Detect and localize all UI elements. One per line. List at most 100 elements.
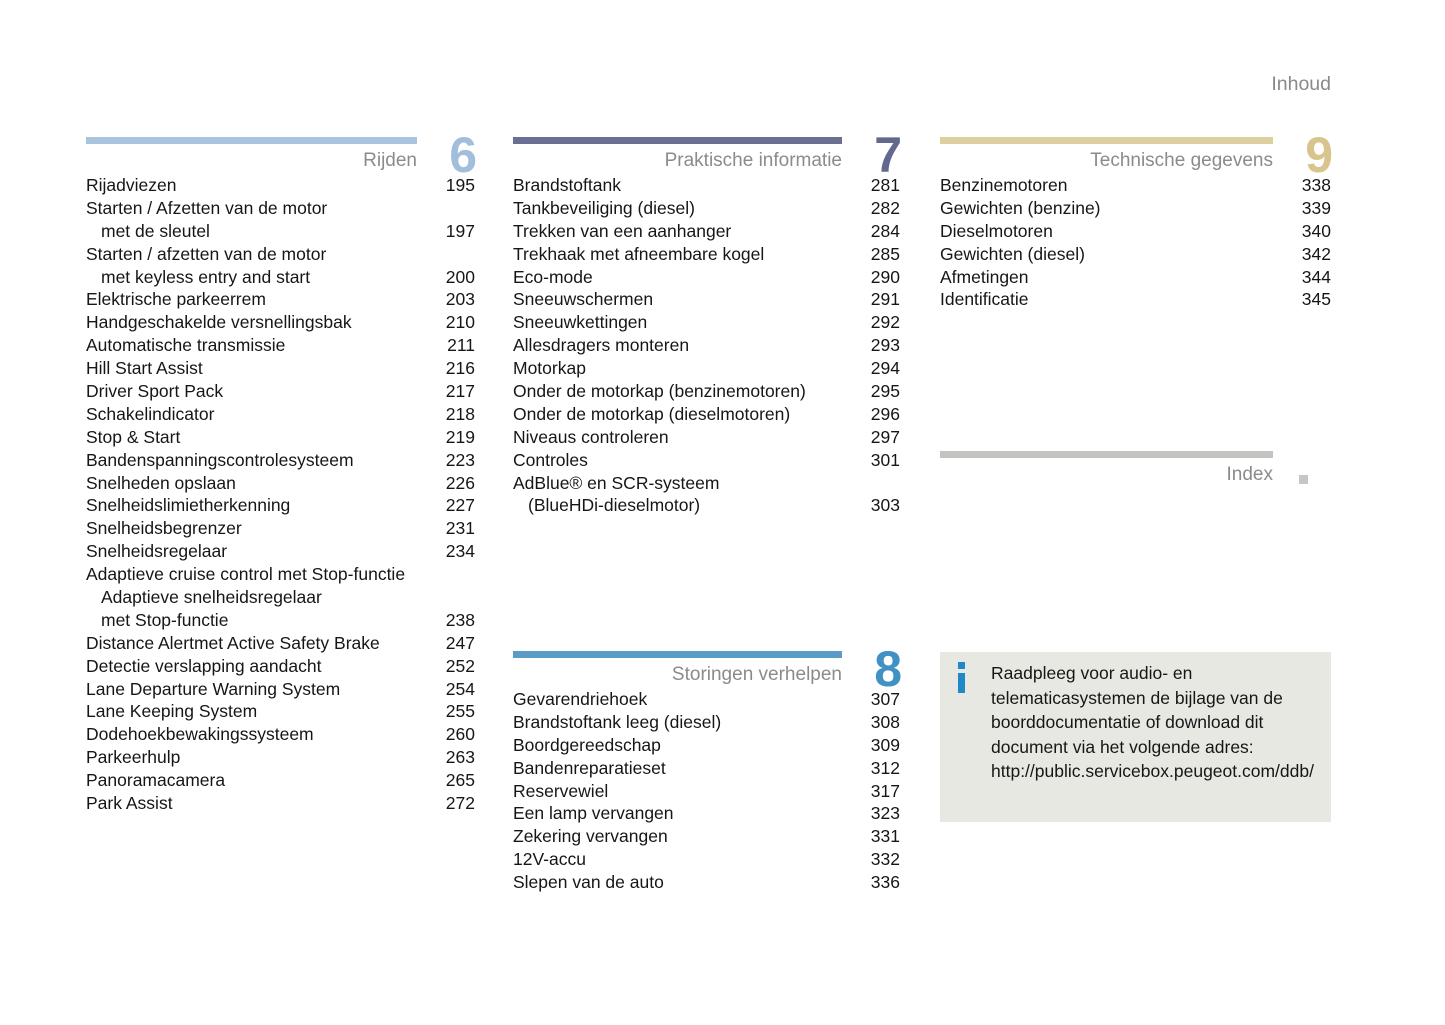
toc-entry-label: Niveaus controleren (513, 426, 669, 447)
section-technische-gegevens: Technische gegevens 9 Benzinemotoren 338 Gew… (940, 130, 1333, 311)
toc-entry-page: 345 (1301, 289, 1331, 310)
index-color-bar (940, 451, 1273, 458)
toc-entry: Distance Alertmet Active Safety Brake 247 (86, 632, 475, 655)
toc-entry-label: Onder de motorkap (benzinemotoren) (513, 381, 806, 402)
toc-entry-label: Gewichten (diesel) (940, 243, 1085, 264)
toc-entry-page: 339 (1301, 197, 1331, 218)
section-header: Praktische informatie 7 (513, 130, 902, 180)
toc-entry-label: Elektrische parkeerrem (86, 289, 266, 310)
toc-entry-label: Lane Keeping System (86, 701, 258, 722)
toc-entry: Identificatie 345 (940, 288, 1331, 311)
toc-entry-page: 296 (870, 403, 900, 424)
section-title: Storingen verhelpen (671, 664, 842, 685)
toc-entry-label: Stop & Start (86, 426, 181, 447)
toc-entry: Bandenspanningscontrolesysteem 223 (86, 449, 475, 472)
toc-entry: Dieselmotoren 340 (940, 220, 1331, 243)
toc-entry-label: Sneeuwkettingen (513, 312, 648, 333)
toc-entry-page: 226 (445, 472, 475, 493)
toc-entry: Tankbeveiliging (diesel) 282 (513, 197, 900, 220)
toc-entry-page: 331 (870, 826, 900, 847)
toc-entry-page: 223 (445, 449, 475, 470)
section-header: Storingen verhelpen 8 (513, 644, 902, 694)
section-entries: Benzinemotoren 338 Gewichten (benzine) 339 D… (940, 174, 1331, 311)
toc-entry: Dodehoekbewakingssysteem 260 (86, 723, 475, 746)
toc-entry-page: 217 (445, 381, 475, 402)
toc-entry: Afmetingen 344 (940, 266, 1331, 289)
toc-entry-label: Sneeuwschermen (513, 289, 654, 310)
section-header: Rijden 6 (86, 130, 477, 180)
toc-entry-page: 200 (445, 266, 475, 287)
toc-entry: Snelheidsbegrenzer 231 (86, 517, 475, 540)
toc-entry: Schakelindicator 218 (86, 403, 475, 426)
toc-entry-label: Automatische transmissie (86, 335, 286, 356)
toc-entry-page: 285 (870, 243, 900, 264)
toc-entry-label: Eco-mode (513, 266, 593, 287)
toc-entry-page: 227 (445, 495, 475, 516)
toc-entry: Rijadviezen 195 (86, 174, 475, 197)
section-entries: Rijadviezen 195 Starten / Afzetten van de … (86, 174, 475, 815)
toc-entry-label: Starten / afzetten van de motor (86, 243, 327, 264)
toc-entry-page: 219 (445, 426, 475, 447)
toc-entry-label: Bandenspanningscontrolesysteem (86, 449, 354, 470)
toc-entry-label: Parkeerhulp (86, 747, 181, 768)
toc-entry-label: 12V-accu (513, 849, 586, 870)
section-praktische-informatie: Praktische informatie 7 Brandstoftank 281 Ta… (513, 130, 902, 517)
toc-entry-label: Gewichten (benzine) (940, 197, 1101, 218)
toc-entry: Trekhaak met afneembare kogel 285 (513, 243, 900, 266)
toc-entry: Onder de motorkap (dieselmotoren) 296 (513, 403, 900, 426)
toc-entry-label: Adaptieve cruise control met Stop-functi… (86, 564, 406, 585)
toc-entry: Handgeschakelde versnellingsbak 210 (86, 311, 475, 334)
toc-entry-page: 307 (870, 689, 900, 709)
section-index: Index (940, 451, 1331, 491)
toc-entry: Detectie verslapping aandacht 252 (86, 655, 475, 678)
toc-entry: Snelheden opslaan 226 (86, 472, 475, 495)
toc-entry-page: 301 (870, 449, 900, 470)
toc-entry: Brandstoftank 281 (513, 174, 900, 197)
info-box-text-line: http://public.servicebox.peugeot.com/ddb… (991, 761, 1314, 782)
toc-entry-page: 290 (870, 266, 900, 287)
toc-entry: Niveaus controleren 297 (513, 426, 900, 449)
toc-entry: Lane Departure Warning System 254 (86, 678, 475, 701)
toc-entry: Lane Keeping System 255 (86, 700, 475, 723)
toc-entry: 12V-accu 332 (513, 848, 900, 871)
toc-entry-label: Allesdragers monteren (513, 335, 690, 356)
index-marker-square (1299, 475, 1308, 484)
toc-entry-label: Brandstoftank leeg (diesel) (513, 711, 722, 732)
toc-entry: AdBlue® en SCR-systeem (BlueHDi-dieselmot… (513, 472, 900, 518)
toc-entry: Onder de motorkap (benzinemotoren) 295 (513, 380, 900, 403)
toc-entry-page: 323 (870, 803, 900, 824)
toc-entry-page: 263 (445, 747, 475, 768)
toc-entry-label: Snelheden opslaan (86, 472, 236, 493)
section-entries: Brandstoftank 281 Tankbeveiliging (diesel)… (513, 174, 900, 517)
toc-entry-label: Trekken van een aanhanger (513, 220, 732, 241)
toc-entry-page: 291 (870, 289, 900, 310)
toc-entry: Allesdragers monteren 293 (513, 334, 900, 357)
toc-entry-label: Bandenreparatieset (513, 757, 666, 778)
toc-entry-page: 338 (1301, 175, 1331, 195)
toc-entry-label: Zekering vervangen (513, 826, 668, 847)
toc-entry-page: 309 (870, 734, 900, 755)
toc-entry-label: Snelheidsbegrenzer (86, 518, 242, 539)
section-color-bar (513, 137, 842, 144)
toc-entry-page: 294 (870, 358, 900, 379)
toc-entry: Eco-mode 290 (513, 266, 900, 289)
toc-entry-label: Slepen van de auto (513, 872, 664, 893)
toc-entry-page: 255 (445, 701, 475, 722)
section-color-bar (940, 137, 1273, 144)
toc-entry-page: 340 (1301, 220, 1331, 241)
toc-entry-label: Handgeschakelde versnellingsbak (86, 312, 352, 333)
section-number: 9 (1305, 127, 1333, 183)
toc-entry: Sneeuwkettingen 292 (513, 311, 900, 334)
toc-entry: Bandenreparatieset 312 (513, 757, 900, 780)
toc-entry-page: 218 (445, 403, 475, 424)
toc-entry-page: 342 (1301, 243, 1331, 264)
toc-entry-page: 216 (445, 358, 475, 379)
section-color-bar (86, 137, 417, 144)
toc-entry-label: Reservewiel (513, 780, 609, 801)
toc-entry: Sneeuwschermen 291 (513, 288, 900, 311)
toc-entry-page: 281 (870, 175, 900, 195)
toc-entry-page: 195 (445, 175, 475, 195)
toc-entry-page: 260 (445, 724, 475, 745)
toc-entry: Brandstoftank leeg (diesel) 308 (513, 711, 900, 734)
